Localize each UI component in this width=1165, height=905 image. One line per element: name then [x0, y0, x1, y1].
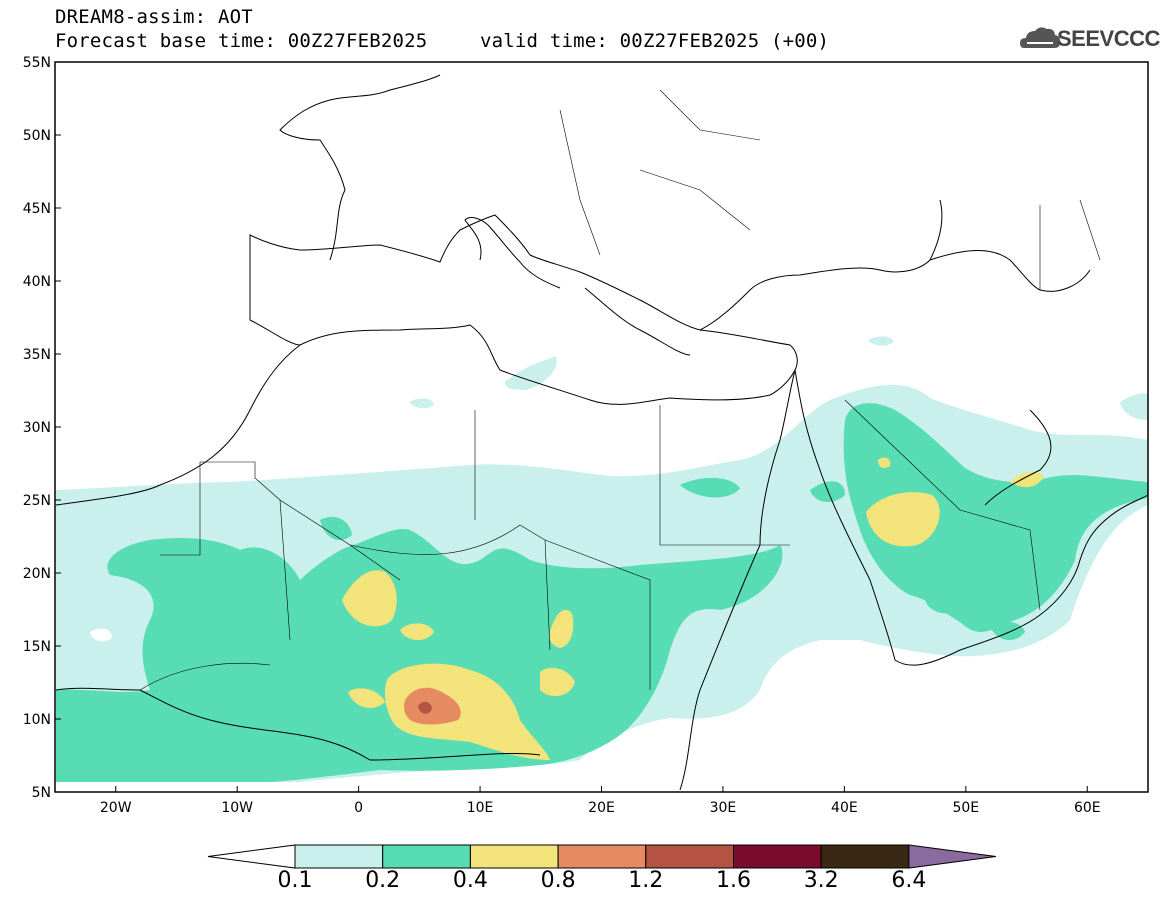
- cloud-logo-icon: [1020, 27, 1061, 48]
- latitude-axis: 55N 50N 45N 40N 35N 30N 25N 20N 15N 10N 5N: [23, 55, 61, 801]
- lat-label: 45N: [23, 201, 51, 217]
- aot-band-0.8-1.2: [404, 687, 461, 725]
- aot-field: [56, 336, 1148, 782]
- lat-label: 40N: [23, 274, 51, 290]
- colorbar-arrow-high: [908, 844, 997, 869]
- colorbar-box: [820, 844, 910, 869]
- coastlines: [55, 74, 1149, 791]
- lat-label: 25N: [23, 493, 51, 509]
- colorbar-box: [557, 844, 647, 869]
- title-forecast-base-time: Forecast base time: 00Z27FEB2025: [55, 30, 428, 52]
- aot-band-1.2-1.6: [418, 701, 432, 714]
- lon-label: 10E: [467, 800, 494, 816]
- lon-label: 30E: [710, 800, 737, 816]
- lon-label: 20E: [588, 800, 615, 816]
- lon-label: 20W: [100, 800, 132, 816]
- aot-band-0.4-0.8: [342, 457, 1044, 760]
- lon-label: 10W: [221, 800, 253, 816]
- lat-label: 5N: [32, 785, 51, 801]
- logo-text: SEEVCCC: [1057, 26, 1160, 51]
- lon-label: 50E: [952, 800, 979, 816]
- colorbar-threshold-label: 0.4: [452, 868, 488, 893]
- colorbar-arrow-low: [207, 844, 296, 869]
- country-borders: [139, 89, 1101, 691]
- title-line-1: DREAM8-assim: AOT: [55, 6, 253, 28]
- lat-label: 35N: [23, 347, 51, 363]
- lat-label: 55N: [23, 55, 51, 71]
- lon-label: 40E: [831, 800, 858, 816]
- colorbar-box: [733, 844, 822, 869]
- lat-label: 10N: [23, 712, 51, 728]
- colorbar-box: [382, 844, 471, 869]
- colorbar-threshold-label: 0.2: [365, 868, 401, 893]
- longitude-axis: 20W 10W 0 10E 20E 30E 40E 50E 60E: [100, 786, 1101, 816]
- title-valid-time: valid time: 00Z27FEB2025 (+00): [480, 30, 830, 52]
- colorbar-threshold-label: 3.2: [803, 868, 839, 893]
- lon-label: 60E: [1074, 800, 1101, 816]
- colorbar: [207, 844, 997, 869]
- colorbar-box: [294, 844, 384, 869]
- colorbar-threshold-label: 0.8: [540, 868, 576, 893]
- colorbar-threshold-label: 1.6: [716, 868, 751, 893]
- aot-band-0.2-0.4: [56, 403, 1148, 782]
- colorbar-threshold-label: 6.4: [891, 868, 927, 893]
- colorbar-box: [469, 844, 559, 869]
- colorbar-box: [645, 844, 734, 869]
- lon-label: 0: [354, 800, 363, 816]
- lat-label: 50N: [23, 128, 51, 144]
- lat-label: 20N: [23, 566, 51, 582]
- colorbar-threshold-label: 0.1: [277, 868, 313, 893]
- colorbar-threshold-label: 1.2: [628, 868, 664, 893]
- lat-label: 30N: [23, 420, 51, 436]
- lat-label: 15N: [23, 639, 51, 655]
